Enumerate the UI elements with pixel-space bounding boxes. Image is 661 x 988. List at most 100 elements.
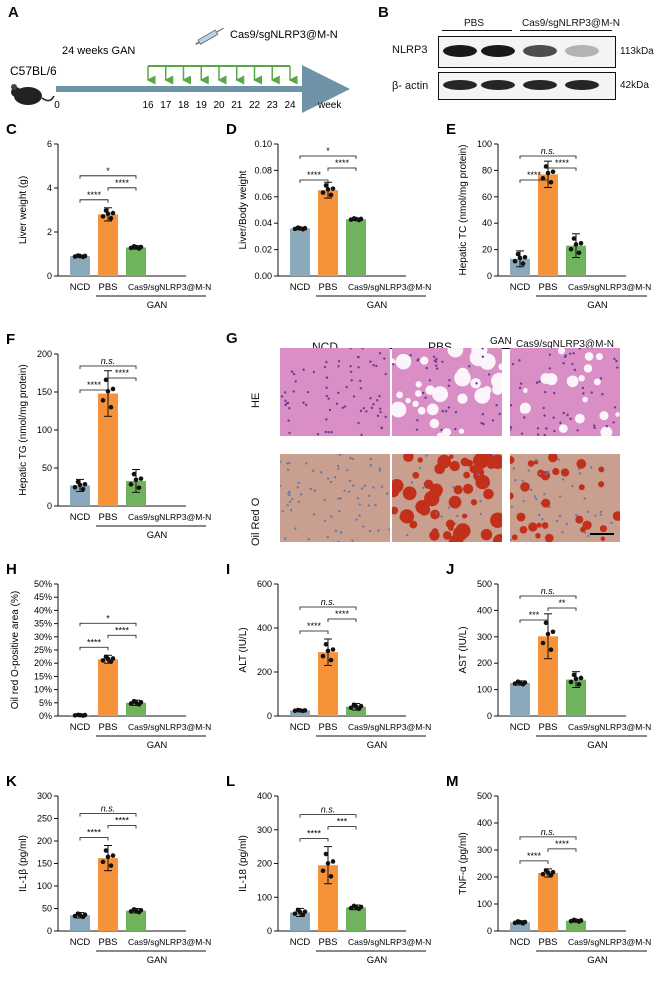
lipid-vacuole [491, 372, 502, 390]
significance-label: **** [335, 158, 350, 168]
significance-label: n.s. [101, 356, 116, 366]
panel-label: E [446, 121, 456, 138]
y-tick-label: 20 [482, 245, 492, 255]
lipid-droplet [599, 525, 607, 533]
timeline-tick-label: 20 [213, 100, 225, 111]
nucleus [325, 418, 328, 421]
nucleus [337, 365, 340, 368]
nucleus [543, 414, 546, 417]
nucleus [378, 467, 382, 470]
lipid-vacuole [482, 386, 492, 395]
x-category-label: Cas9/sgNLRP3@M-N [568, 282, 651, 292]
lipid-vacuole [615, 412, 620, 417]
timeline-tick-label: 18 [178, 100, 190, 111]
nucleus [553, 429, 556, 433]
data-point [105, 656, 111, 662]
lipid-droplet [575, 515, 584, 524]
y-tick-label: 600 [257, 579, 272, 589]
nucleus [294, 527, 297, 530]
y-axis-label: IL-18 (pg/ml) [238, 835, 249, 892]
timeline-tick-label: 19 [196, 100, 208, 111]
significance-label: n.s. [541, 586, 556, 596]
y-tick-label: 0.06 [254, 192, 272, 202]
x-category-label: PBS [98, 512, 117, 523]
nucleus [291, 497, 294, 501]
bar [346, 907, 366, 931]
panel-i: I 0 200 400 600 ALT (IU/L) NCD PBS Cas9/sgNLRP3@… [220, 558, 440, 768]
nucleus [587, 510, 590, 514]
nucleus [338, 454, 341, 456]
significance-bracket [299, 155, 357, 159]
x-category-label: Cas9/sgNLRP3@M-N [128, 512, 211, 522]
diet-label: 24 weeks GAN [62, 45, 135, 57]
x-category-label: Cas9/sgNLRP3@M-N [348, 937, 431, 947]
lipid-droplet [612, 511, 620, 521]
nucleus [480, 421, 483, 425]
timeline-tick-label: 17 [160, 100, 172, 111]
x-category-label: PBS [318, 722, 337, 733]
significance-label: **** [307, 829, 322, 839]
nucleus [343, 405, 347, 408]
lipid-droplet [449, 454, 454, 460]
x-category-label: PBS [98, 722, 117, 733]
nucleus [481, 413, 485, 416]
nucleus [552, 416, 555, 419]
lipid-vacuole [520, 408, 525, 414]
nucleus [510, 428, 512, 431]
nucleus [378, 394, 381, 398]
lipid-vacuole [432, 386, 449, 403]
bar [318, 865, 338, 931]
nucleus [593, 426, 596, 429]
lipid-vacuole [447, 348, 464, 358]
data-point [138, 476, 144, 481]
significance-bracket [519, 595, 577, 599]
data-point [100, 214, 106, 219]
lipid-vacuole [595, 353, 603, 361]
nucleus [392, 362, 395, 366]
nucleus [312, 513, 316, 516]
nucleus [369, 457, 372, 461]
nucleus [384, 415, 387, 418]
data-point [133, 244, 139, 250]
data-point [323, 851, 329, 857]
y-tick-label: 0 [47, 926, 52, 936]
row-label-nlrp3: NLRP3 [392, 44, 428, 56]
nucleus [543, 433, 546, 436]
lipid-droplet [544, 533, 554, 542]
blot-band [565, 45, 599, 57]
group-label: GAN [587, 740, 608, 751]
group-label: GAN [147, 300, 168, 311]
lipid-vacuole [395, 353, 412, 370]
lipid-vacuole [593, 378, 601, 386]
nucleus [510, 538, 512, 541]
x-category-label: Cas9/sgNLRP3@M-N [128, 937, 211, 947]
nucleus [299, 493, 303, 496]
nucleus [435, 360, 438, 363]
y-tick-label: 50% [34, 579, 52, 589]
group-label: GAN [367, 740, 388, 751]
nucleus [534, 458, 538, 462]
nucleus [444, 409, 448, 413]
bar [126, 702, 146, 716]
group-label-pbs: PBS [464, 18, 485, 29]
lipid-droplet [409, 520, 418, 529]
nucleus [337, 391, 340, 395]
x-category-label: NCD [290, 722, 311, 733]
nucleus [296, 485, 299, 489]
nucleus [327, 431, 330, 434]
nucleus [416, 419, 419, 422]
nucleus [284, 403, 287, 407]
nucleus [582, 392, 585, 395]
row-size-nlrp3: 113kDa [620, 46, 654, 57]
lipid-droplet [475, 474, 490, 490]
y-axis-label: Hepatic TG (nmol/mg protein) [18, 364, 29, 496]
nucleus [548, 353, 552, 356]
blot-band [443, 80, 477, 90]
panel-c: C 0 2 4 6 Liver weight (g) NCD PBS Cas9/sgNLRP3@… [0, 118, 220, 328]
significance-bracket [519, 836, 577, 840]
y-axis-label: IL-1β (pg/ml) [18, 835, 29, 892]
nucleus [405, 533, 409, 537]
data-point [550, 169, 556, 175]
nucleus [374, 503, 377, 507]
bar [346, 706, 366, 716]
